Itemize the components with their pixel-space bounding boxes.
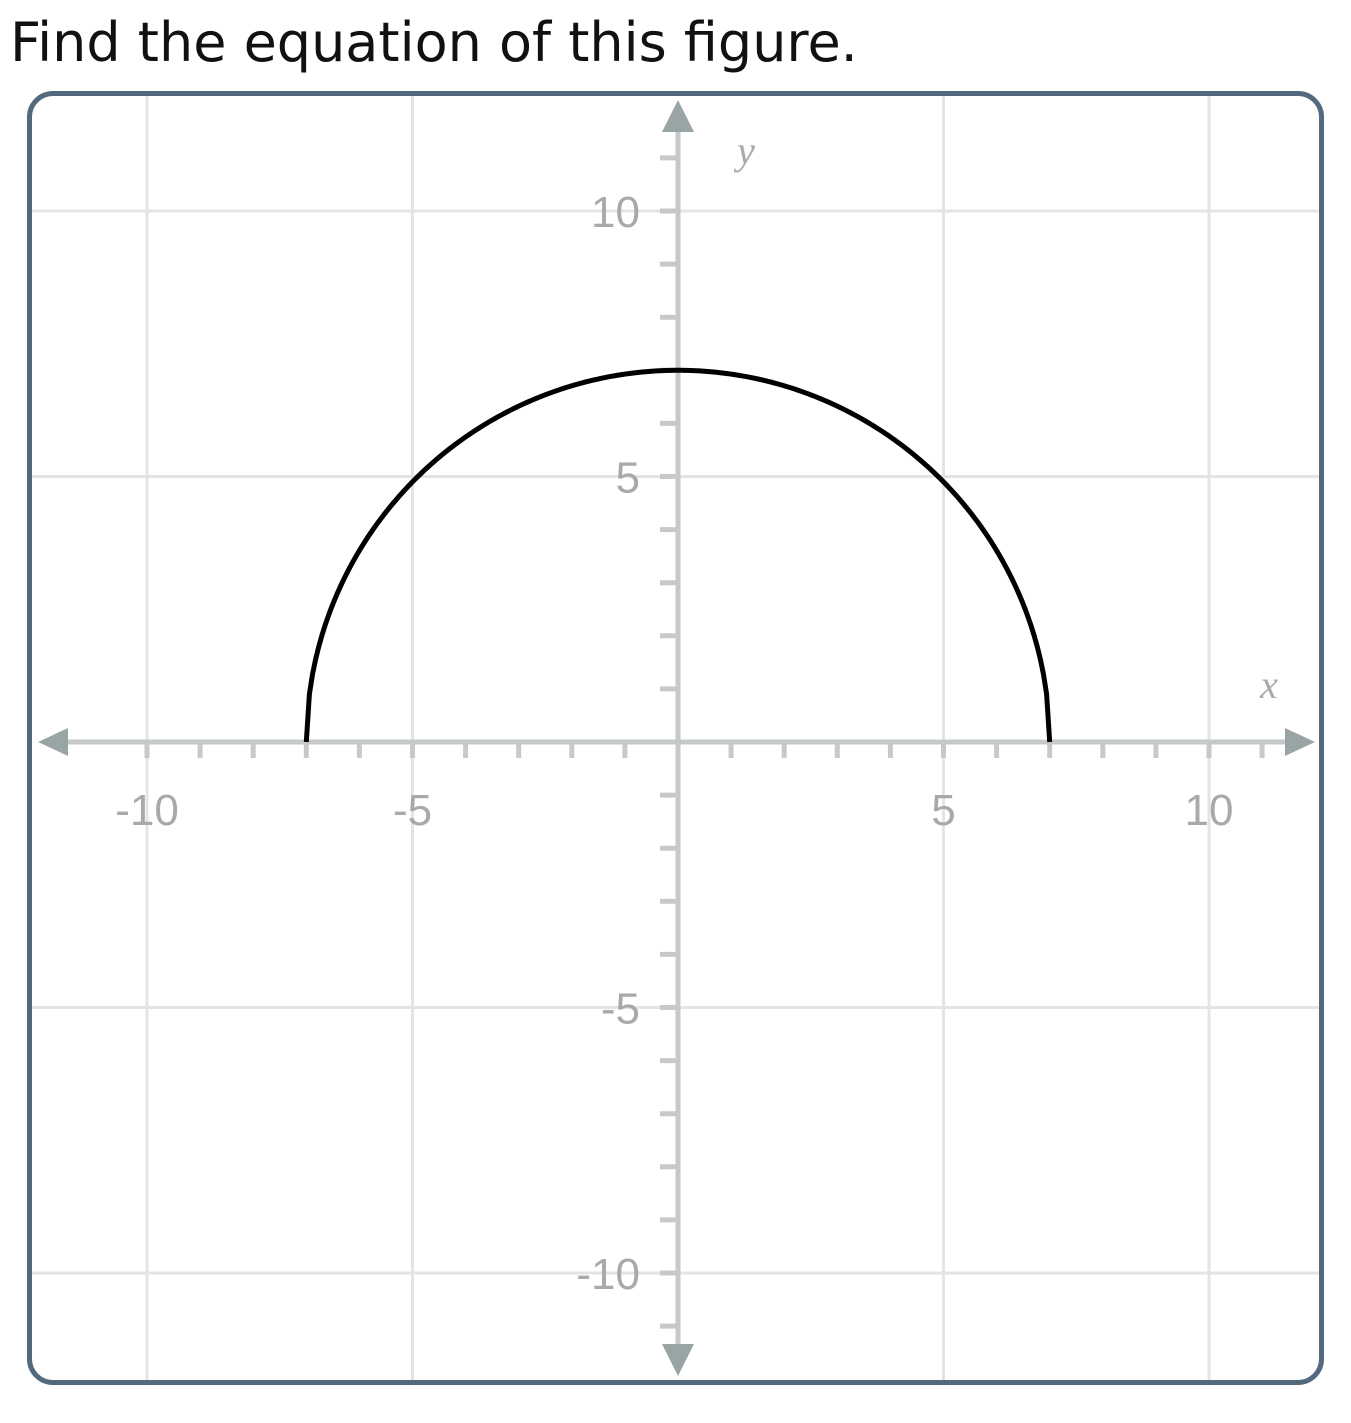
graph-panel: -10 -5 5 10 10 5 -5 -10 x y bbox=[27, 91, 1324, 1385]
y-axis-label: y bbox=[733, 128, 755, 173]
y-tick-label: 10 bbox=[591, 188, 640, 237]
coordinate-plane: -10 -5 5 10 10 5 -5 -10 x y bbox=[32, 96, 1319, 1380]
axes bbox=[38, 100, 1315, 1376]
tick-labels: -10 -5 5 10 10 5 -5 -10 x y bbox=[115, 128, 1278, 1299]
ticks bbox=[144, 155, 1265, 1329]
plot-series bbox=[303, 367, 1053, 743]
x-tick-label: -5 bbox=[393, 786, 432, 835]
x-tick-label: -10 bbox=[115, 786, 179, 835]
x-tick-label: 5 bbox=[931, 786, 955, 835]
y-tick-label: -5 bbox=[601, 985, 640, 1034]
y-axis-down-arrow bbox=[662, 1344, 694, 1376]
y-tick-label: 5 bbox=[616, 454, 640, 503]
y-axis-up-arrow bbox=[662, 100, 694, 132]
y-tick-label: -10 bbox=[576, 1250, 640, 1299]
x-axis-label: x bbox=[1259, 662, 1278, 707]
x-tick-label: 10 bbox=[1185, 786, 1234, 835]
question-text: Find the equation of this figure. bbox=[10, 11, 858, 74]
x-axis-left-arrow bbox=[38, 728, 68, 756]
semicircle-curve bbox=[303, 367, 1053, 743]
x-axis-right-arrow bbox=[1285, 728, 1315, 756]
